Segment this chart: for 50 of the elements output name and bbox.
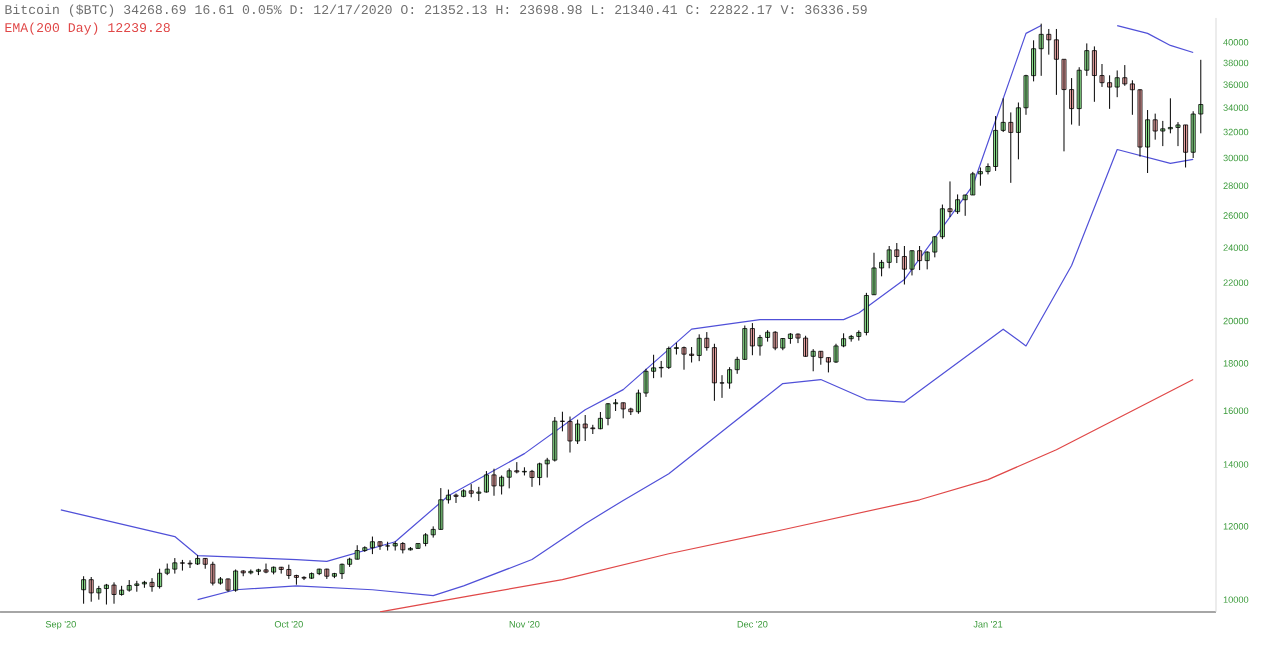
candlestick: [111, 581, 117, 605]
candlestick: [103, 583, 109, 606]
candlestick: [681, 346, 687, 371]
candlestick: [506, 467, 512, 489]
candlestick: [666, 346, 672, 370]
candlestick: [886, 245, 892, 269]
candlestick: [392, 540, 398, 552]
candlestick: [293, 574, 299, 586]
candlestick: [1160, 120, 1166, 147]
candlestick: [172, 557, 178, 575]
candlestick: [1114, 69, 1120, 98]
candlestick: [590, 424, 596, 435]
candlestick: [400, 541, 406, 554]
candlestick: [461, 488, 467, 498]
candlestick: [96, 585, 102, 601]
candlestick: [316, 568, 322, 576]
candlestick: [1107, 74, 1113, 110]
candlestick: [1190, 110, 1196, 159]
candlestick: [582, 414, 588, 442]
candlestick: [696, 333, 702, 362]
candlestick: [772, 330, 778, 351]
candlestick: [179, 559, 185, 572]
candlestick: [126, 579, 132, 593]
candlestick: [324, 568, 330, 580]
candlestick: [1038, 23, 1044, 77]
candlestick: [780, 337, 786, 351]
candlestick: [818, 350, 824, 366]
line-series: [379, 378, 1194, 612]
line-series: [197, 148, 1194, 601]
candlestick: [248, 568, 254, 575]
candlestick: [225, 578, 231, 593]
candlestick: [286, 564, 292, 580]
candlestick: [1175, 121, 1181, 147]
candlestick: [491, 468, 497, 497]
candlestick: [613, 398, 619, 412]
candlestick: [848, 334, 854, 343]
candlestick: [552, 416, 558, 463]
candlestick: [195, 554, 201, 566]
candlestick: [301, 575, 307, 581]
candlestick: [1122, 64, 1128, 87]
candlestick: [362, 545, 368, 553]
candlestick: [620, 402, 626, 419]
candlestick: [787, 332, 793, 345]
candlestick: [1152, 113, 1158, 141]
candlestick: [134, 580, 140, 593]
candlestick: [514, 461, 520, 474]
candlestick: [438, 487, 444, 531]
candlestick: [210, 561, 216, 586]
candlestick: [468, 483, 474, 498]
candlestick: [119, 585, 125, 597]
